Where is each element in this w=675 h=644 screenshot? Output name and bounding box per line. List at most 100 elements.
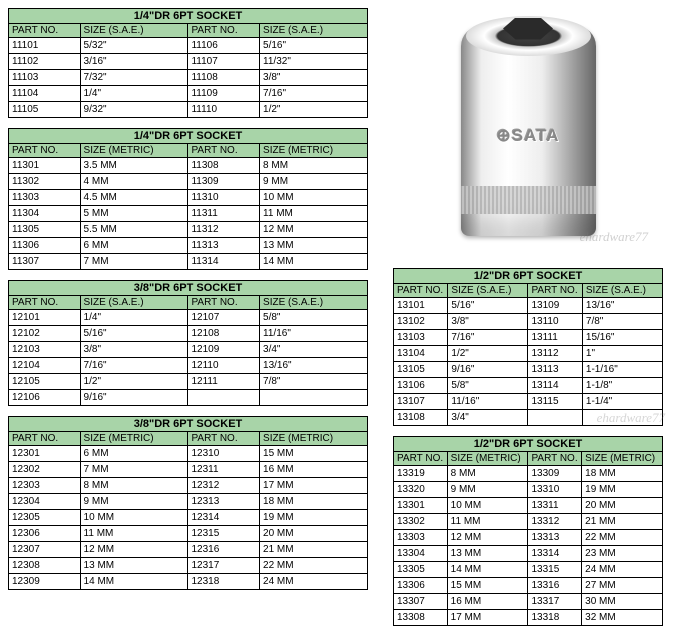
part-number-cell: 12314	[188, 510, 260, 526]
socket-table: 3/8"DR 6PT SOCKETPART NO.SIZE (S.A.E.)PA…	[8, 280, 368, 406]
size-cell: 9 MM	[80, 494, 188, 510]
part-number-cell: 12317	[188, 558, 260, 574]
part-number-cell: 11306	[9, 238, 81, 254]
size-cell: 19 MM	[260, 510, 368, 526]
socket-table: 1/4"DR 6PT SOCKETPART NO.SIZE (METRIC)PA…	[8, 128, 368, 270]
part-number-cell: 12311	[188, 462, 260, 478]
size-cell: 30 MM	[582, 594, 663, 610]
part-number-cell: 11305	[9, 222, 81, 238]
size-cell: 5/16"	[448, 298, 528, 314]
column-header: SIZE (S.A.E.)	[260, 296, 368, 310]
table-row: 1330312 MM1331322 MM	[394, 530, 663, 546]
size-cell: 10 MM	[447, 498, 528, 514]
size-cell: 6 MM	[80, 446, 188, 462]
size-cell: 9 MM	[260, 174, 368, 190]
part-number-cell: 12313	[188, 494, 260, 510]
size-cell: 18 MM	[582, 466, 663, 482]
part-number-cell: 13106	[394, 378, 448, 394]
size-cell: 24 MM	[582, 562, 663, 578]
size-cell: 8 MM	[260, 158, 368, 174]
table-row: 121025/16"1210811/16"	[9, 326, 368, 342]
size-cell: 3/8"	[80, 342, 188, 358]
table-title: 3/8"DR 6PT SOCKET	[9, 417, 368, 432]
part-number-cell: 11107	[188, 54, 260, 70]
size-cell: 14 MM	[447, 562, 528, 578]
size-cell: 7 MM	[80, 254, 188, 270]
table-row: 1330615 MM1331627 MM	[394, 578, 663, 594]
size-cell: 21 MM	[582, 514, 663, 530]
column-header: SIZE (S.A.E.)	[448, 284, 528, 298]
size-cell: 19 MM	[582, 482, 663, 498]
size-cell: 1/2"	[80, 374, 188, 390]
part-number-cell: 13312	[528, 514, 582, 530]
column-header: SIZE (S.A.E.)	[80, 296, 188, 310]
socket-image: ⊕SATA ehardware77	[438, 8, 618, 253]
part-number-cell: 12304	[9, 494, 81, 510]
size-cell: 1/4"	[80, 86, 188, 102]
size-cell: 15 MM	[260, 446, 368, 462]
size-cell: 11 MM	[447, 514, 528, 530]
table-row: 121011/4"121075/8"	[9, 310, 368, 326]
size-cell: 4 MM	[80, 174, 188, 190]
table-row: 113077 MM1131414 MM	[9, 254, 368, 270]
size-cell: 13 MM	[260, 238, 368, 254]
part-number-cell: 11104	[9, 86, 81, 102]
column-header: PART NO.	[394, 284, 448, 298]
size-cell: 1-1/16"	[582, 362, 662, 378]
size-cell: 27 MM	[582, 578, 663, 594]
size-cell: 32 MM	[582, 610, 663, 626]
column-header: SIZE (METRIC)	[80, 432, 188, 446]
size-cell: 1/4"	[80, 310, 188, 326]
part-number-cell: 13104	[394, 346, 448, 362]
part-number-cell: 12310	[188, 446, 260, 462]
size-cell: 8 MM	[80, 478, 188, 494]
part-number-cell: 13319	[394, 466, 448, 482]
socket-hex-opening	[503, 18, 553, 40]
size-cell: 4.5 MM	[80, 190, 188, 206]
size-cell: 13 MM	[80, 558, 188, 574]
part-number-cell: 13320	[394, 482, 448, 498]
part-number-cell: 13302	[394, 514, 448, 530]
page-container: 1/4"DR 6PT SOCKETPART NO.SIZE (S.A.E.)PA…	[8, 8, 667, 636]
part-number-cell: 13308	[394, 610, 448, 626]
part-number-cell: 11101	[9, 38, 81, 54]
table-row: 111037/32"111083/8"	[9, 70, 368, 86]
part-number-cell: 13112	[528, 346, 582, 362]
size-cell: 7/8"	[260, 374, 368, 390]
size-cell: 7/8"	[582, 314, 662, 330]
part-number-cell: 12105	[9, 374, 81, 390]
table-title: 1/2"DR 6PT SOCKET	[394, 269, 663, 284]
part-number-cell: 13315	[528, 562, 582, 578]
table-row: 1230813 MM1231722 MM	[9, 558, 368, 574]
size-cell: 14 MM	[260, 254, 368, 270]
size-cell: 3/8"	[260, 70, 368, 86]
table-row: 113034.5 MM1131010 MM	[9, 190, 368, 206]
table-row: 131015/16"1310913/16"	[394, 298, 663, 314]
part-number-cell: 13111	[528, 330, 582, 346]
size-cell: 7/16"	[260, 86, 368, 102]
part-number-cell: 11312	[188, 222, 260, 238]
part-number-cell: 13310	[528, 482, 582, 498]
part-number-cell: 11301	[9, 158, 81, 174]
size-cell: 11 MM	[80, 526, 188, 542]
column-header: SIZE (METRIC)	[260, 432, 368, 446]
part-number-cell: 11109	[188, 86, 260, 102]
size-cell: 8 MM	[447, 466, 528, 482]
size-cell: 11 MM	[260, 206, 368, 222]
column-header: PART NO.	[188, 296, 260, 310]
size-cell: 1-1/8"	[582, 378, 662, 394]
size-cell: 5/16"	[80, 326, 188, 342]
part-number-cell: 12306	[9, 526, 81, 542]
size-cell: 5/8"	[448, 378, 528, 394]
socket-knurl	[461, 186, 596, 214]
column-header: PART NO.	[188, 24, 260, 38]
column-header: PART NO.	[188, 432, 260, 446]
socket-brand-text: ⊕SATA	[461, 126, 596, 146]
part-number-cell: 11313	[188, 238, 260, 254]
size-cell: 18 MM	[260, 494, 368, 510]
part-number-cell: 12312	[188, 478, 260, 494]
table-row: 1310711/16"131151-1/4"	[394, 394, 663, 410]
size-cell: 9/32"	[80, 102, 188, 118]
part-number-cell: 12309	[9, 574, 81, 590]
size-cell: 9/16"	[448, 362, 528, 378]
